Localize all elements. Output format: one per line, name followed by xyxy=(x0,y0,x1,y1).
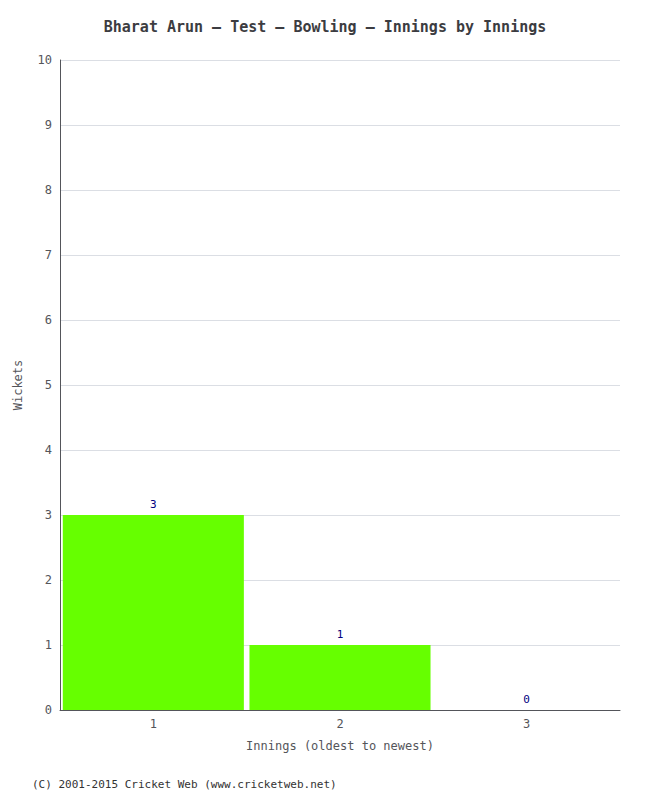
svg-text:2: 2 xyxy=(336,717,343,731)
svg-text:1: 1 xyxy=(45,638,52,652)
svg-text:Wickets: Wickets xyxy=(11,360,25,411)
svg-text:3: 3 xyxy=(150,498,157,511)
svg-text:7: 7 xyxy=(45,248,52,262)
svg-text:4: 4 xyxy=(45,443,52,457)
svg-text:(C) 2001-2015 Cricket Web (www: (C) 2001-2015 Cricket Web (www.cricketwe… xyxy=(32,778,337,791)
svg-text:6: 6 xyxy=(45,313,52,327)
svg-text:3: 3 xyxy=(523,717,530,731)
svg-text:Innings (oldest to newest): Innings (oldest to newest) xyxy=(246,739,434,753)
svg-text:0: 0 xyxy=(523,693,530,706)
svg-text:2: 2 xyxy=(45,573,52,587)
svg-text:8: 8 xyxy=(45,183,52,197)
svg-text:1: 1 xyxy=(337,628,344,641)
svg-text:3: 3 xyxy=(45,508,52,522)
svg-text:5: 5 xyxy=(45,378,52,392)
svg-text:Bharat Arun – Test – Bowling –: Bharat Arun – Test – Bowling – Innings b… xyxy=(104,18,547,36)
svg-text:10: 10 xyxy=(38,53,52,67)
svg-text:9: 9 xyxy=(45,118,52,132)
svg-text:1: 1 xyxy=(150,717,157,731)
svg-text:0: 0 xyxy=(45,703,52,717)
